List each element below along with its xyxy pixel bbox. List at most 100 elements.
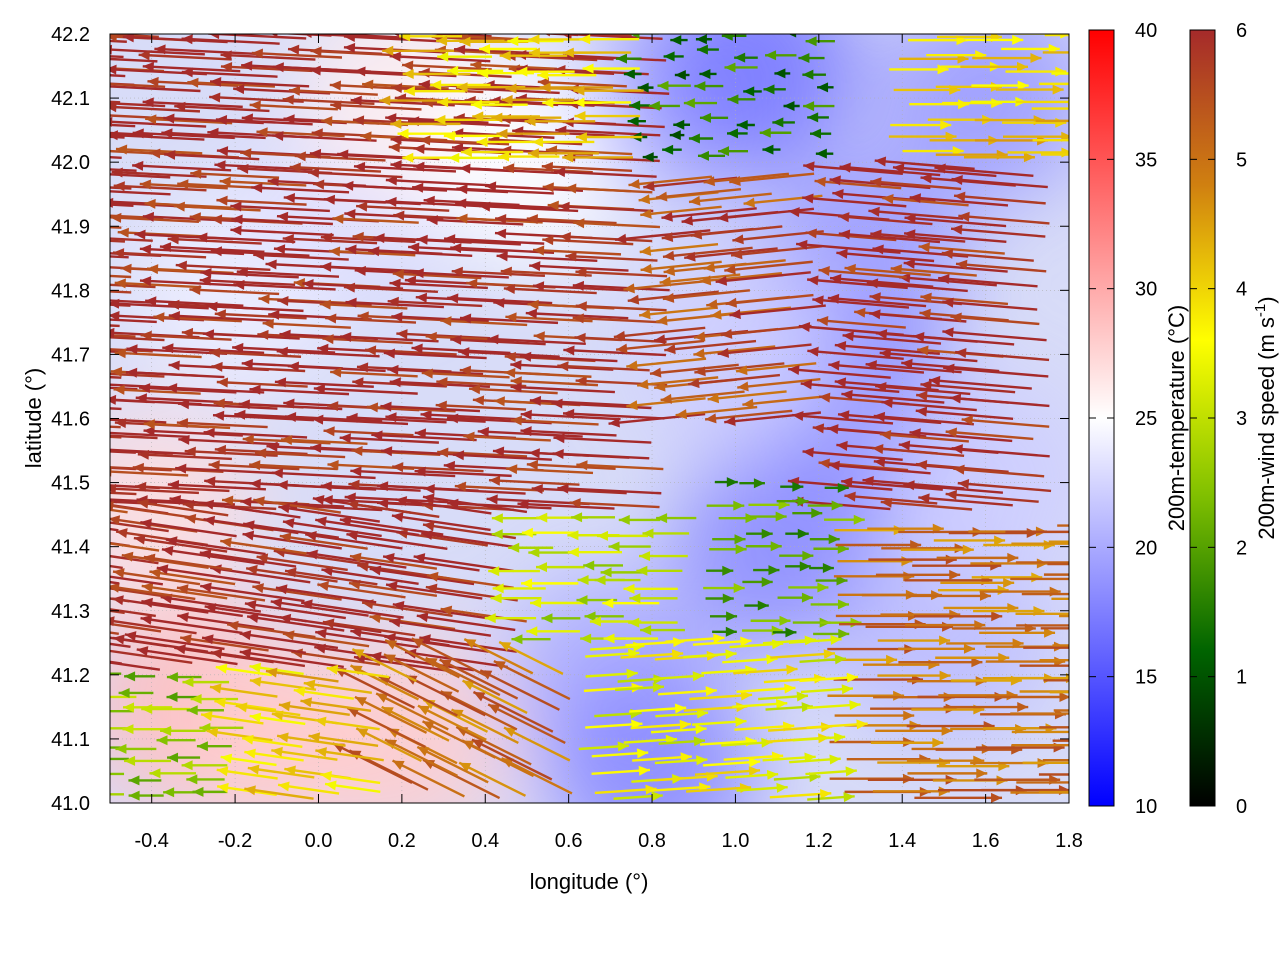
wind-arrow-head [243,520,255,531]
wind-arrow-head [165,536,178,547]
wind-arrow-shaft [920,295,1009,306]
wind-arrow-shaft [949,396,1050,408]
wind-arrow [908,590,991,601]
wind-arrow [451,266,545,278]
wind-arrow [545,34,632,37]
wind-arrow-shaft [395,498,492,515]
wind-arrow-shaft [704,409,793,421]
wind-arrow-shaft [575,270,668,278]
wind-arrow [530,598,585,609]
wind-arrow-head [727,94,739,105]
wind-arrow-head [349,552,362,563]
wind-arrow-head [505,83,517,94]
wind-arrow-head [1043,540,1055,551]
wind-arrow [912,331,1015,346]
wind-arrow-shaft [420,413,526,421]
wind-arrow-shaft [289,165,382,173]
wind-arrow-head [872,444,884,455]
wind-arrow-head [454,481,467,492]
wind-arrow [1039,658,1069,662]
wind-arrow-shaft [451,269,545,278]
wind-arrow-shaft [137,500,229,517]
wind-arrow-shaft [141,600,243,618]
wind-arrow [957,479,1052,493]
wind-arrow-head [196,232,208,243]
wind-arrow-head [139,179,151,190]
wind-arrow [132,160,232,172]
wind-arrow-head [451,142,464,153]
wind-arrow [165,383,265,394]
wind-arrow [694,766,761,777]
wind-arrow [110,39,127,43]
wind-arrow [216,195,307,206]
wind-arrow-head [175,260,187,271]
wind-arrow-head [402,69,414,80]
wind-arrow [282,518,382,538]
wind-arrow [661,207,757,222]
wind-arrow [236,267,340,278]
wind-arrow [602,598,660,609]
wind-arrow-head [797,528,809,539]
wind-arrow-head [176,418,189,429]
wind-arrow-head [834,654,847,665]
wind-arrow-head [521,527,533,538]
wind-arrow-shaft [343,285,438,294]
wind-arrow-head [1077,788,1088,798]
wind-arrow [574,111,641,122]
wind-arrow-head [805,228,817,239]
wind-arrow-head [213,398,225,409]
wind-arrow [216,782,277,797]
wind-arrow [626,357,707,371]
wind-arrow-head [536,512,548,523]
wind-arrow-shaft [392,603,491,620]
wind-arrow-shaft [346,416,447,424]
wind-arrow [279,532,368,550]
wind-arrow-head [801,592,813,603]
wind-arrow [983,540,1055,551]
wind-arrow-head [177,179,189,190]
wind-arrow-head [572,280,585,291]
wind-arrow [874,156,975,171]
wind-arrow-head [574,332,586,343]
wind-arrow [288,85,378,96]
wind-arrow-head [828,534,840,545]
wind-arrow [177,179,266,190]
wind-arrow-shaft [332,742,413,784]
wind-arrow-head [961,415,974,426]
wind-arrow-head [203,515,216,526]
wind-arrow-head [491,112,503,123]
wind-arrow-head [575,376,587,387]
wind-arrow-head [726,128,738,139]
wind-arrow-shaft [110,649,193,665]
wind-arrow [986,691,1069,702]
wind-arrow [1049,690,1069,694]
wind-arrow-shaft [742,395,824,406]
wind-arrow [520,426,617,437]
wind-arrow [166,692,198,703]
wind-arrow-shaft [208,350,302,358]
wind-arrow-head [937,64,949,75]
wind-arrow [836,248,935,263]
wind-arrow [903,258,1008,273]
wind-arrow-head [636,565,648,576]
wind-arrow-head [815,148,827,159]
wind-arrow-head [779,615,791,626]
wind-arrow [675,405,758,420]
wind-arrow-head [818,265,830,276]
wind-arrow [249,384,350,396]
wind-arrow [591,765,651,776]
wind-arrow [443,130,503,141]
wind-arrow-shaft [125,370,225,379]
wind-arrow-head [1124,611,1135,621]
wind-arrow [662,144,682,155]
wind-arrow-head [807,275,819,286]
wind-arrow-head [167,479,180,490]
wind-arrow-shaft [332,217,419,224]
wind-arrow [529,395,631,407]
wind-arrow-head [139,383,151,394]
wind-arrow-head [167,234,179,245]
wind-arrow [381,705,450,742]
wind-arrow [841,477,943,491]
y-tick-label: 41.8 [51,280,90,302]
wind-arrow-shaft [323,429,414,437]
